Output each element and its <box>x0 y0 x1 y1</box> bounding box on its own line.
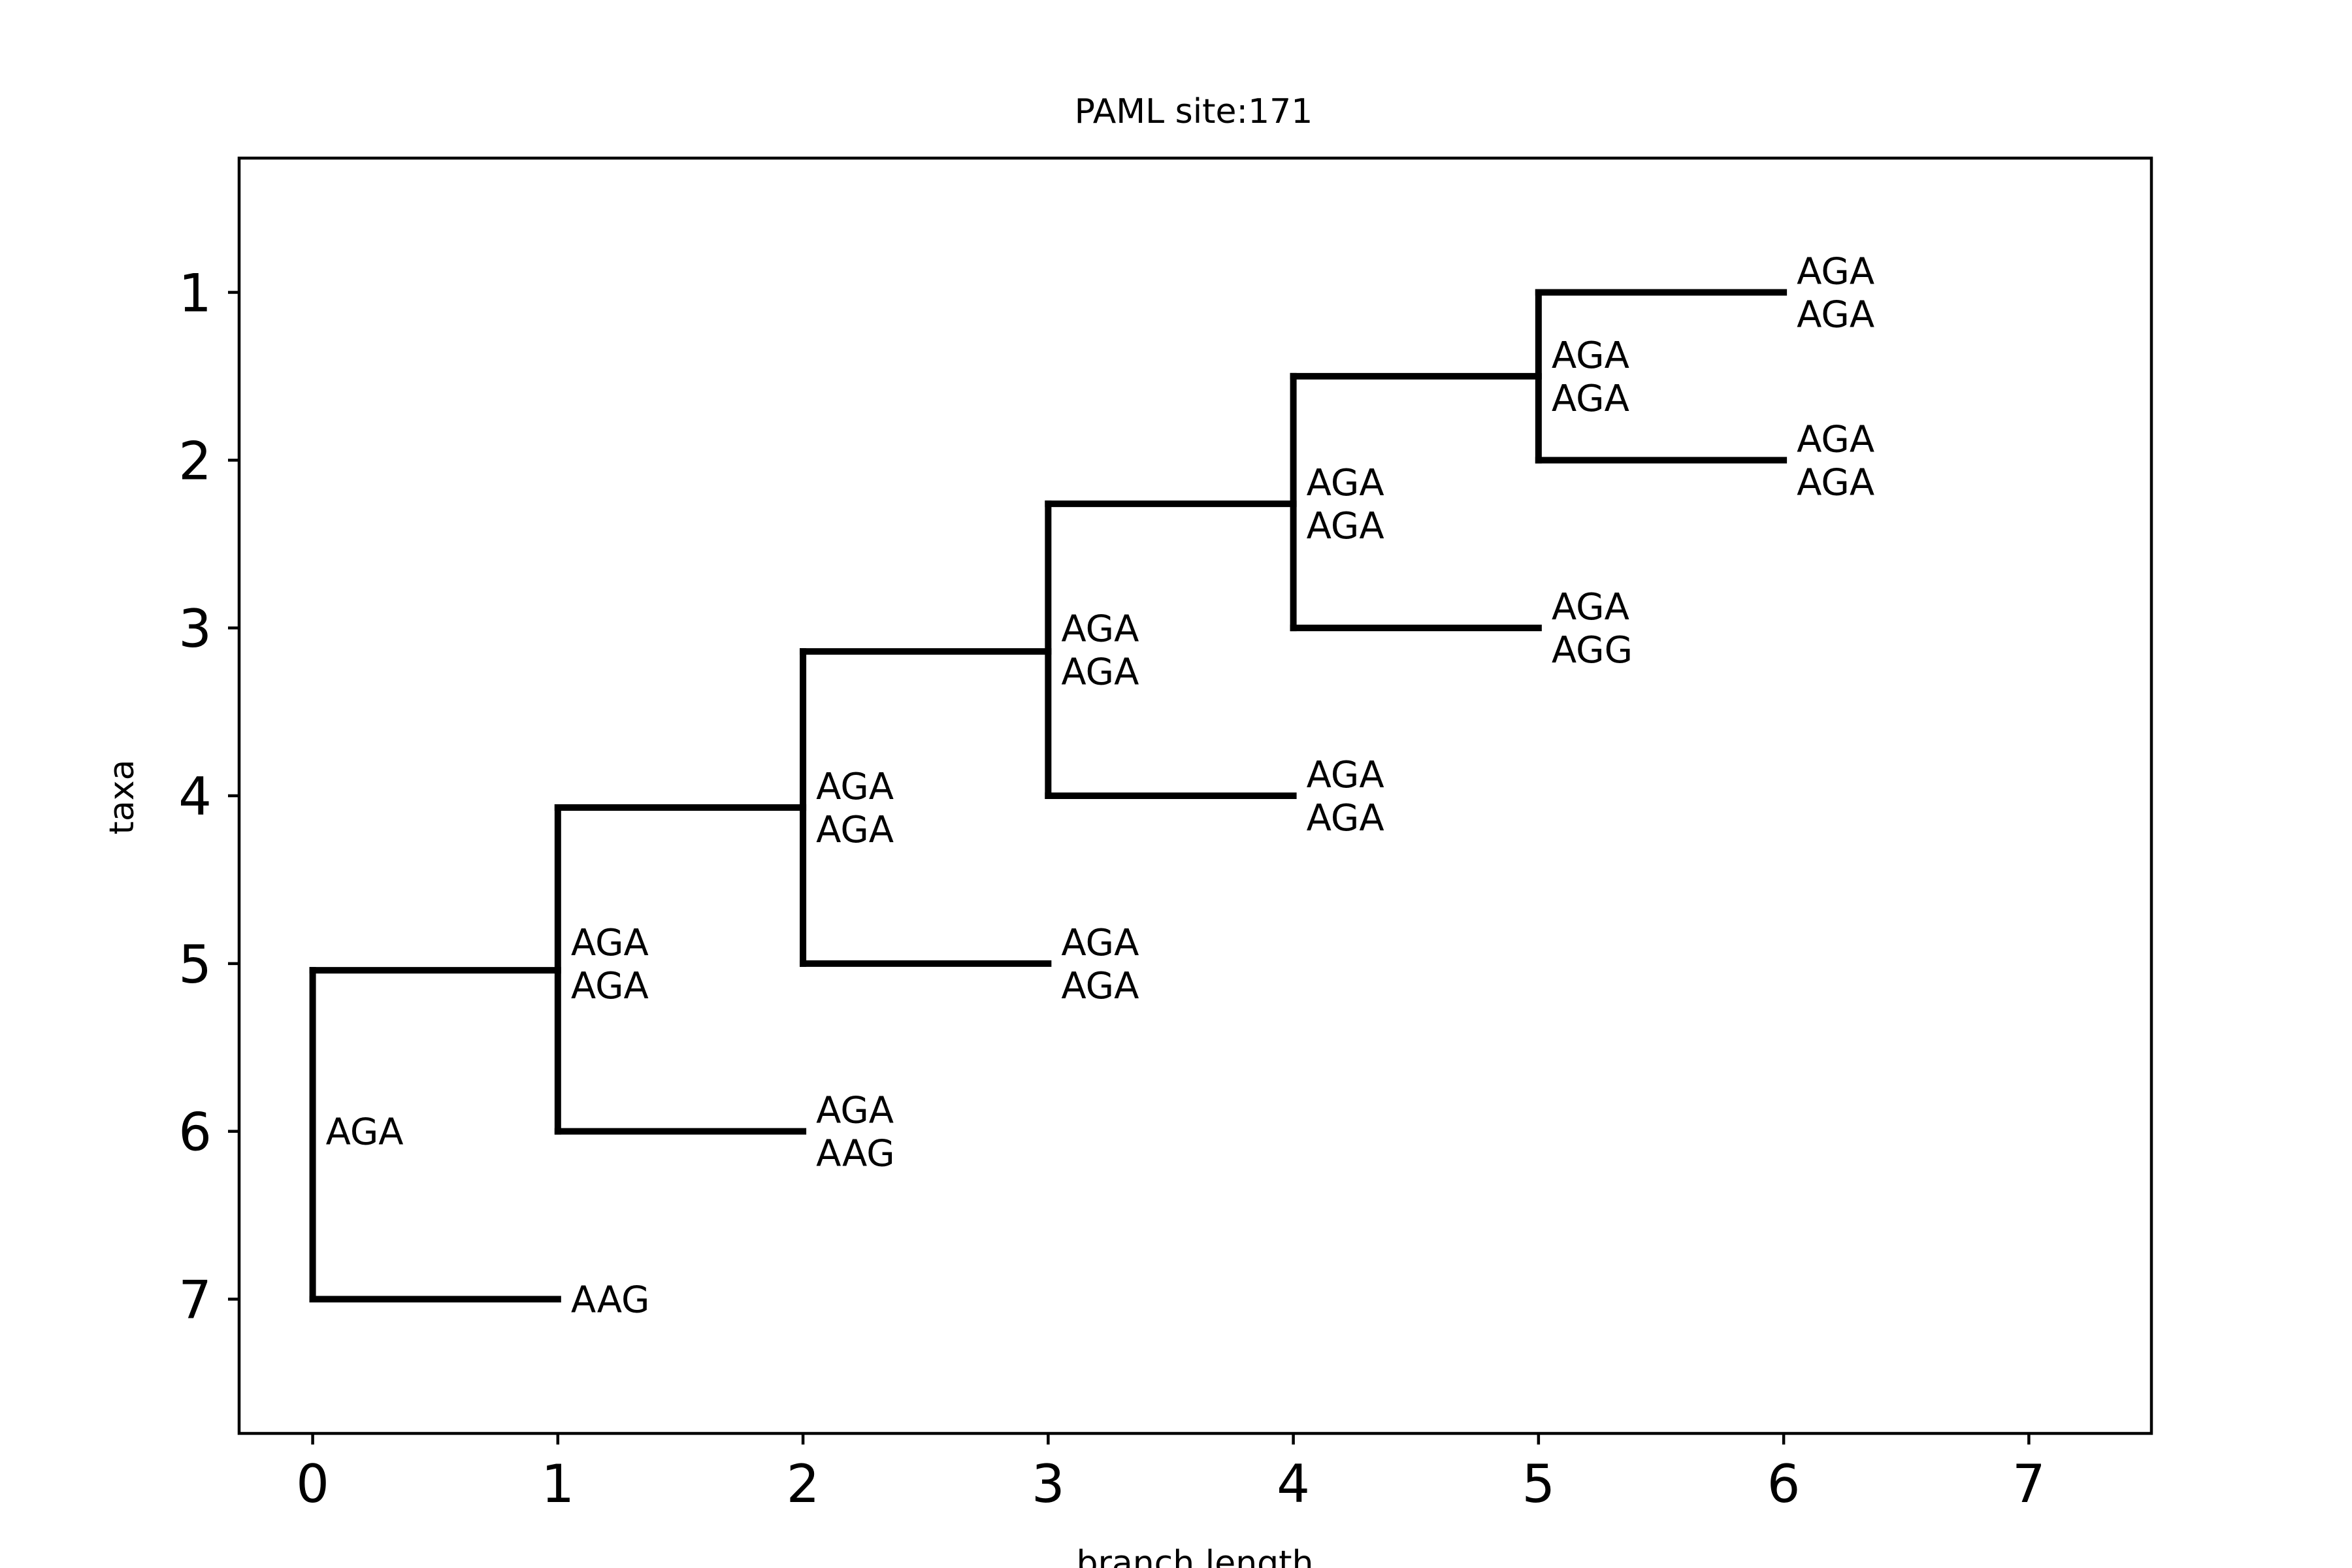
node-label-9-line-1: AGG <box>1552 629 1633 672</box>
x-tick-label-3: 3 <box>1032 1454 1065 1514</box>
y-tick-label-1: 1 <box>178 263 212 323</box>
node-label-7-line-0: AGA <box>1307 754 1384 796</box>
node-label-12-line-1: AGA <box>1797 461 1874 504</box>
x-tick-label-4: 4 <box>1277 1454 1310 1514</box>
node-labels: AGAAAGAGAAGAAGAAAGAGAAGAAGAAGAAGAAGAAGAA… <box>326 250 1875 1321</box>
node-label-6-line-1: AGA <box>1061 651 1139 694</box>
x-tick-label-2: 2 <box>787 1454 820 1514</box>
node-label-11-line-0: AGA <box>1797 250 1874 293</box>
y-tick-label-5: 5 <box>178 934 212 995</box>
node-label-8-line-0: AGA <box>1307 462 1384 504</box>
node-label-11-line-1: AGA <box>1797 293 1874 336</box>
node-label-2-line-1: AGA <box>571 965 649 1007</box>
node-label-4-line-1: AGA <box>816 809 894 851</box>
x-tick-label-1: 1 <box>541 1454 574 1514</box>
x-axis-label: branch length <box>1076 1544 1313 1568</box>
y-tick-label-3: 3 <box>178 598 212 659</box>
node-label-8-line-1: AGA <box>1307 505 1384 547</box>
y-tick-label-4: 4 <box>178 766 212 827</box>
node-label-9-line-0: AGA <box>1552 586 1629 629</box>
y-tick-label-6: 6 <box>178 1102 212 1163</box>
node-label-5-line-0: AGA <box>1061 922 1139 964</box>
x-tick-label-7: 7 <box>2012 1454 2046 1514</box>
x-axis: 0 1 2 3 4 5 6 7 <box>296 1433 2046 1514</box>
node-label-7-line-1: AGA <box>1307 797 1384 840</box>
node-label-3-line-1: AAG <box>816 1133 895 1175</box>
tree-branches <box>309 289 1788 1303</box>
node-label-5-line-1: AGA <box>1061 965 1139 1007</box>
node-label-10-line-1: AGA <box>1552 378 1629 420</box>
node-label-0-line-0: AGA <box>326 1111 404 1154</box>
chart-title: PAML site:171 <box>1075 92 1313 131</box>
x-tick-label-6: 6 <box>1767 1454 1801 1514</box>
y-tick-label-7: 7 <box>178 1270 212 1331</box>
y-axis: 1 2 3 4 5 6 7 <box>178 263 239 1331</box>
node-label-6-line-0: AGA <box>1061 608 1139 651</box>
plot-area: AGAAAGAGAAGAAGAAAGAGAAGAAGAAGAAGAAGAAGAA… <box>309 250 1875 1322</box>
node-label-3-line-0: AGA <box>816 1090 894 1132</box>
node-label-2-line-0: AGA <box>571 922 649 964</box>
y-tick-label-2: 2 <box>178 431 212 491</box>
node-label-1-line-0: AAG <box>571 1279 650 1322</box>
x-tick-label-0: 0 <box>296 1454 329 1514</box>
node-label-10-line-0: AGA <box>1552 335 1629 377</box>
node-label-4-line-0: AGA <box>816 766 894 808</box>
x-tick-label-5: 5 <box>1522 1454 1555 1514</box>
node-label-12-line-0: AGA <box>1797 418 1874 461</box>
y-axis-label: taxa <box>103 760 142 835</box>
